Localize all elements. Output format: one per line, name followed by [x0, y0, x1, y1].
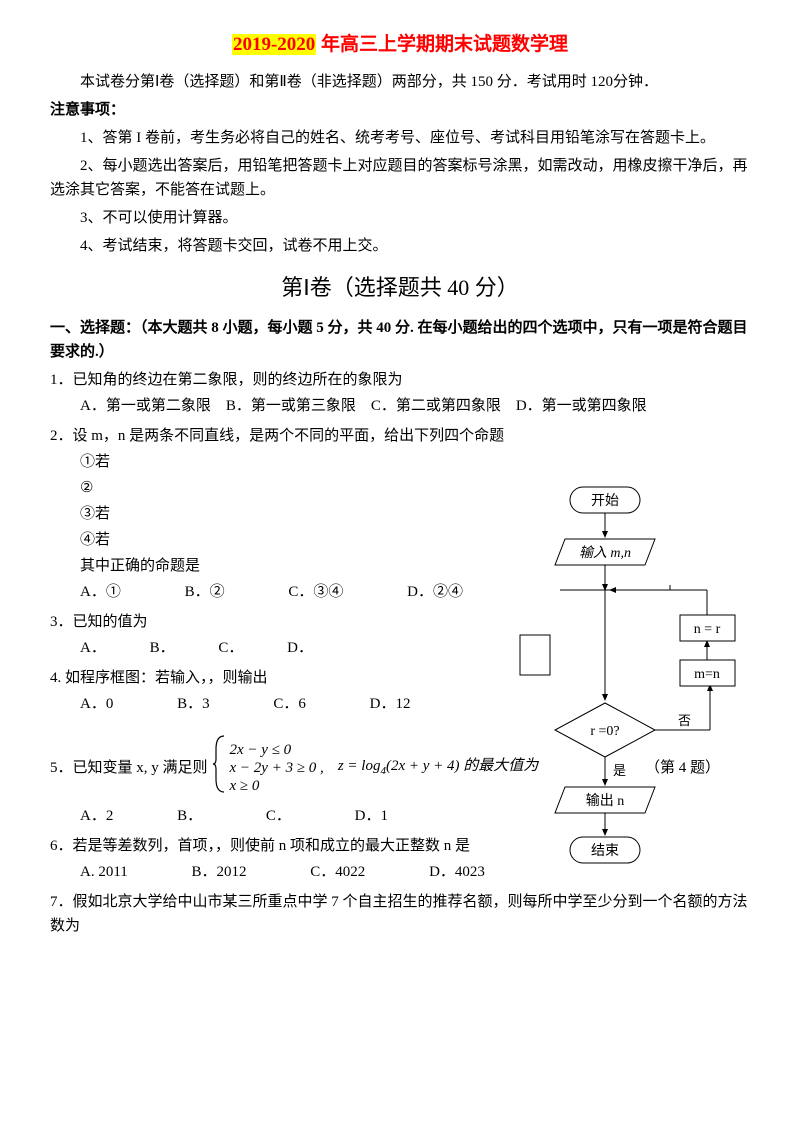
q4-opt-c: C．6 [273, 692, 306, 716]
q3-opt-a: A． [80, 636, 106, 660]
section-1-title: 第Ⅰ卷（选择题共 40 分） [50, 270, 750, 305]
q6-opt-d: D．4023 [429, 860, 485, 884]
fc-output: 输出 n [586, 793, 625, 809]
page-title: 2019-2020 年高三上学期期末试题数学理 [50, 30, 750, 60]
q7-text: 7．假如北京大学给中山市某三所重点中学 7 个自主招生的推荐名额，则每所中学至少… [50, 890, 750, 938]
q3-opt-c: C． [218, 636, 243, 660]
question-1: 1．已知角的终边在第二象限，则的终边所在的象限为 A．第一或第二象限 B．第一或… [50, 368, 750, 418]
fc-yes: 是 [613, 763, 626, 778]
notice-1: 1、答第 I 卷前，考生务必将自己的姓名、统考考号、座位号、考试科目用铅笔涂写在… [50, 126, 750, 150]
notice-3: 3、不可以使用计算器。 [50, 206, 750, 230]
q5-opt-c: C． [266, 804, 291, 828]
question-7: 7．假如北京大学给中山市某三所重点中学 7 个自主招生的推荐名额，则每所中学至少… [50, 890, 750, 938]
fc-decision: r =0? [590, 724, 619, 739]
q2-opt-b: B．② [185, 580, 225, 604]
flowchart-q4: 开始 输入 m,n r =0? 否 m=n n = r 是 输出 n 结束 [510, 485, 740, 865]
title-year: 2019-2020 [232, 34, 316, 55]
q6-opt-a: A. 2011 [80, 860, 128, 884]
q1-text: 1．已知角的终边在第二象限，则的终边所在的象限为 [50, 368, 750, 392]
q3-opt-b: B． [150, 636, 175, 660]
q5-brace [212, 734, 226, 802]
q2-opt-d: D．②④ [407, 580, 463, 604]
fc-mn: m=n [694, 667, 720, 682]
q5-cond2: x − 2y + 3 ≥ 0 , [230, 759, 324, 777]
q5-z: z = log4(2x + y + 4) 的最大值为 [338, 754, 538, 781]
q5-opt-b: B． [177, 804, 202, 828]
fc-input: 输入 m,n [579, 545, 631, 561]
q5-opt-a: A．2 [80, 804, 113, 828]
notice-header: 注意事项： [50, 98, 750, 122]
title-rest: 年高三上学期期末试题数学理 [316, 34, 568, 55]
notice-2: 2、每小题选出答案后，用铅笔把答题卡上对应题目的答案标号涂黑，如需改动，用橡皮擦… [50, 154, 750, 202]
q2-item-1: ①若 [50, 450, 750, 474]
q2-opt-a: A．① [80, 580, 121, 604]
notice-4: 4、考试结束，将答题卡交回，试卷不用上交。 [50, 234, 750, 258]
fc-start: 开始 [591, 493, 619, 509]
q2-text: 2．设 m，n 是两条不同直线，是两个不同的平面，给出下列四个命题 [50, 424, 750, 448]
q3-opt-d: D． [287, 636, 313, 660]
q5-cond1: 2x − y ≤ 0 [230, 741, 324, 759]
q6-opt-b: B．2012 [192, 860, 247, 884]
intro-text: 本试卷分第Ⅰ卷（选择题）和第Ⅱ卷（非选择题）两部分，共 150 分．考试用时 1… [50, 70, 750, 94]
q5-cond3: x ≥ 0 [230, 777, 324, 795]
fc-no: 否 [678, 713, 691, 728]
q4-opt-a: A．0 [80, 692, 113, 716]
q2-opt-c: C．③④ [288, 580, 343, 604]
q1-opts: A．第一或第二象限 B．第一或第三象限 C．第二或第四象限 D．第一或第四象限 [50, 394, 750, 418]
q5-conditions: 2x − y ≤ 0 x − 2y + 3 ≥ 0 , x ≥ 0 [230, 741, 324, 795]
q4-opt-d: D．12 [370, 692, 411, 716]
q5-prefix: 5．已知变量 x, y 满足则 [50, 756, 208, 780]
q6-opt-c: C．4022 [310, 860, 365, 884]
fc-end: 结束 [591, 843, 619, 859]
q5-opt-d: D．1 [355, 804, 388, 828]
fc-nr: n = r [694, 622, 721, 637]
section-1-header: 一、选择题：（本大题共 8 小题，每小题 5 分，共 40 分. 在每小题给出的… [50, 316, 750, 364]
q4-opt-b: B．3 [177, 692, 210, 716]
